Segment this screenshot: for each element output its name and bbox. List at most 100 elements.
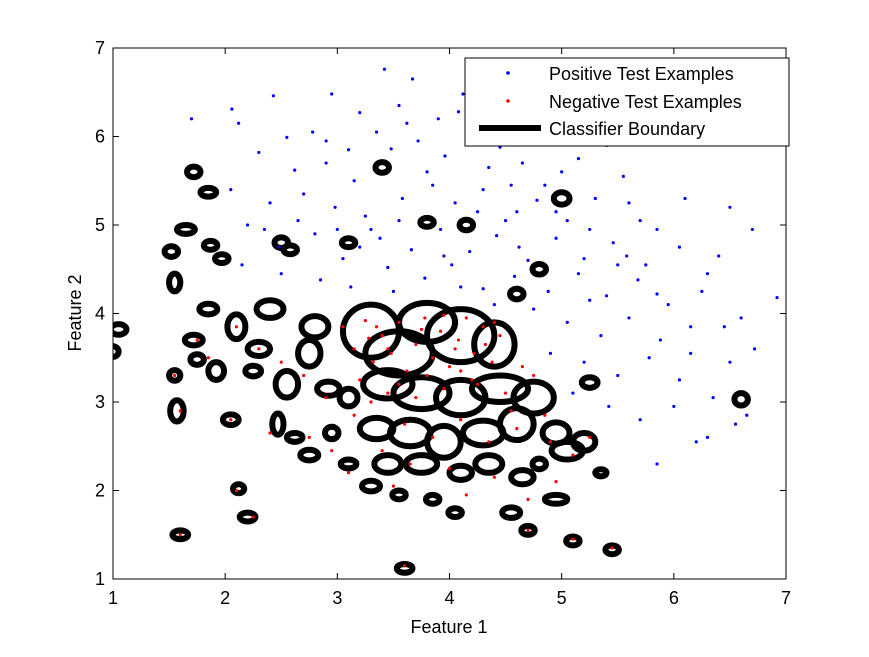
positive-example-point [442,254,446,258]
negative-example-point [386,391,390,395]
negative-example-point [610,546,614,550]
positive-example-point [369,227,373,232]
positive-example-point [644,263,648,267]
positive-example-point [453,201,457,205]
positive-example-point [588,298,592,302]
positive-example-point [271,94,275,98]
positive-example-point [318,278,323,282]
positive-example-point [711,395,715,400]
negative-example-point [367,336,371,340]
positive-example-point [517,245,521,249]
negative-example-point [386,347,390,351]
positive-example-point [515,210,519,214]
positive-example-point [683,196,687,201]
negative-example-point [526,528,530,532]
classifier-boundary-contour [731,390,751,409]
classifier-boundary-contour [422,491,443,507]
positive-example-point [739,316,743,320]
positive-example-point [582,257,586,261]
negative-example-point [588,435,592,439]
classifier-boundary-contour [280,242,300,258]
negative-example-point [234,325,238,329]
classifier-boundary-contour [236,509,259,525]
positive-example-point [655,462,659,466]
positive-example-point [655,292,659,296]
classifier-boundary-contour [602,542,622,558]
classifier-boundary-contour [230,481,248,497]
positive-example-point [487,165,491,170]
classifier-boundary-contour [242,362,265,380]
classifier-boundary-contour [389,487,409,503]
positive-example-point [481,287,485,291]
negative-example-point [369,400,373,404]
classifier-boundary-contour [321,423,342,443]
positive-example-point [416,139,420,143]
negative-example-point [425,373,429,378]
positive-example-point [717,254,721,258]
positive-example-point [431,183,435,187]
positive-example-point [341,257,345,261]
x-tick-label: 1 [108,588,118,608]
positive-example-point [386,265,390,270]
negative-example-point [490,360,494,364]
legend-label-negative: Negative Test Examples [549,92,742,112]
positive-example-point [349,285,353,289]
negative-example-point [408,462,412,466]
positive-example-point [475,210,480,214]
positive-example-point [313,232,317,236]
x-tick-label: 7 [781,588,791,608]
classifier-boundary-contour [197,184,220,200]
positive-example-point [400,196,404,201]
positive-example-point [189,117,194,121]
positive-example-point [450,263,454,267]
positive-example-point [410,77,415,81]
x-tick-label: 5 [557,588,567,608]
positive-example-point [512,274,517,278]
negative-example-point [268,431,272,435]
negative-example-point [481,325,485,329]
negative-example-point [341,325,345,329]
classifier-boundary-contour [187,351,207,368]
positive-example-point [666,303,670,307]
positive-example-point [358,111,362,115]
positive-example-point [700,289,704,293]
classifier-boundary-contour [244,338,274,359]
classifier-boundary-contour [173,222,198,237]
classifier-boundary-contour [529,455,549,473]
negative-example-point [330,449,334,453]
negative-example-point [459,369,463,373]
x-tick-label: 4 [444,588,454,608]
positive-example-point [346,148,351,152]
positive-example-point [752,347,757,351]
positive-example-point [391,289,396,293]
negative-example-point [431,356,435,360]
negative-example-point [438,329,443,333]
positive-example-point [503,218,508,223]
negative-example-point [352,347,356,351]
classifier-boundary-contour [445,505,465,521]
negative-example-point [403,564,407,568]
positive-example-point [324,161,328,165]
positive-example-point [576,272,581,276]
negative-example-point [509,409,513,413]
positive-example-point [438,227,443,232]
positive-example-point [397,103,401,108]
negative-example-point [324,395,328,400]
classifier-boundary-contour [166,367,184,384]
positive-example-point [425,170,429,174]
classifier-boundary-contour [510,378,557,417]
classifier-boundary-contour [371,452,405,476]
classifier-boundary-contour [338,235,359,251]
positive-example-point [621,174,625,178]
negative-example-point [307,435,311,439]
positive-example-point [279,272,283,276]
negative-example-point [346,471,351,475]
positive-example-point [333,205,337,209]
classifier-boundary-contour [161,243,182,260]
negative-example-point [470,378,474,382]
negative-example-point [178,533,182,537]
positive-example-point [543,183,547,187]
positive-example-point [689,351,693,355]
negative-example-point [464,493,468,497]
positive-example-point [405,121,409,125]
